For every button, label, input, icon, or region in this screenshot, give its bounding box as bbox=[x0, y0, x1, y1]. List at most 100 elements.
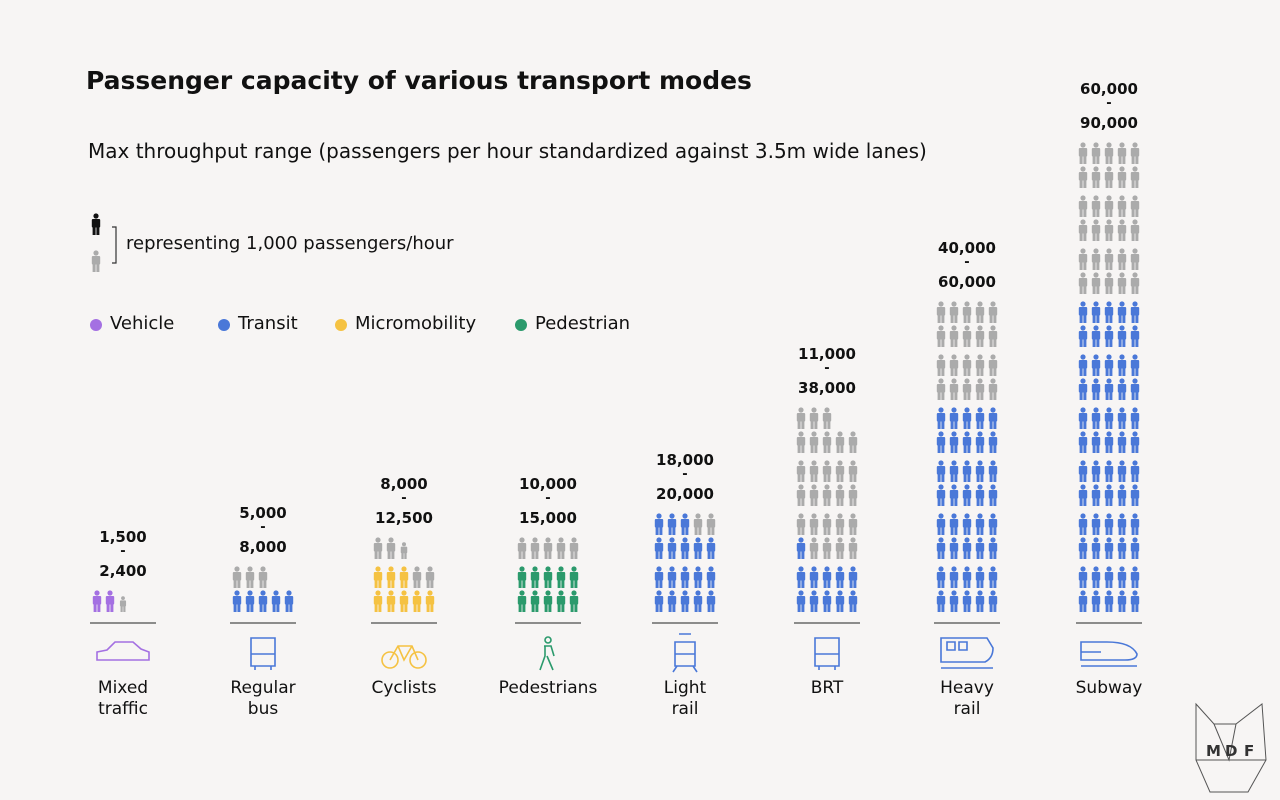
icon-leg bbox=[1105, 445, 1109, 453]
icon-leg bbox=[259, 580, 263, 588]
icon-head bbox=[1132, 407, 1138, 413]
icon-body bbox=[1091, 307, 1101, 316]
icon-leg bbox=[814, 604, 818, 612]
mode-icon bbox=[96, 641, 150, 661]
person-icon bbox=[848, 590, 858, 612]
icon-leg bbox=[950, 498, 954, 506]
icon-leg bbox=[810, 551, 814, 559]
icon-body bbox=[1091, 360, 1101, 369]
icon-body bbox=[809, 519, 819, 528]
icon-leg bbox=[1092, 580, 1096, 588]
legend-label: Transit bbox=[238, 313, 298, 334]
icon-head bbox=[1132, 219, 1138, 225]
icon-leg bbox=[976, 392, 980, 400]
icon-head bbox=[94, 590, 100, 596]
icon-body bbox=[988, 572, 998, 581]
category-label: Regular bus bbox=[230, 678, 296, 719]
icon-head bbox=[1106, 248, 1112, 254]
range-low: 60,000 bbox=[1080, 80, 1138, 98]
icon-leg bbox=[967, 445, 971, 453]
icon-leg bbox=[1109, 474, 1113, 482]
icon-leg bbox=[950, 339, 954, 347]
icon-body bbox=[1078, 278, 1088, 287]
range-separator: - bbox=[260, 520, 266, 535]
icon-leg bbox=[1092, 156, 1096, 164]
icon-body bbox=[1117, 172, 1127, 181]
person-icon bbox=[654, 590, 664, 612]
icon-body bbox=[1078, 331, 1088, 340]
icon-leg bbox=[1109, 551, 1113, 559]
icon-head bbox=[938, 590, 944, 596]
icon-leg bbox=[814, 445, 818, 453]
icon-leg bbox=[853, 445, 857, 453]
icon-body bbox=[835, 543, 845, 552]
person-icon bbox=[706, 590, 716, 612]
icon-body bbox=[1104, 225, 1114, 234]
icon-leg bbox=[941, 392, 945, 400]
person-icon bbox=[1130, 248, 1140, 270]
icon-leg bbox=[967, 498, 971, 506]
icon-leg bbox=[1096, 368, 1100, 376]
person-icon bbox=[1078, 301, 1088, 323]
icon-body bbox=[975, 543, 985, 552]
person-icon bbox=[988, 407, 998, 429]
icon-leg bbox=[1092, 233, 1096, 241]
icon-leg bbox=[993, 498, 997, 506]
icon-head bbox=[1080, 166, 1086, 172]
icon-body bbox=[1130, 331, 1140, 340]
person-icon bbox=[654, 513, 664, 535]
person-icon bbox=[822, 484, 832, 506]
icon-leg bbox=[672, 604, 676, 612]
icon-body bbox=[1078, 360, 1088, 369]
icon-leg bbox=[694, 604, 698, 612]
person-icon bbox=[975, 460, 985, 482]
icon-leg bbox=[801, 474, 805, 482]
person-icon bbox=[1091, 537, 1101, 559]
icon-head bbox=[811, 513, 817, 519]
icon-leg bbox=[544, 604, 548, 612]
icon-leg bbox=[685, 604, 689, 612]
icon-leg bbox=[711, 551, 715, 559]
icon-body bbox=[936, 543, 946, 552]
person-icon bbox=[92, 590, 102, 612]
icon-head bbox=[938, 325, 944, 331]
icon-head bbox=[837, 566, 843, 572]
icon-head bbox=[247, 566, 253, 572]
icon-leg bbox=[561, 580, 565, 588]
person-icon bbox=[1104, 590, 1114, 612]
icon-leg bbox=[1131, 368, 1135, 376]
icon-body bbox=[1091, 225, 1101, 234]
icon-leg bbox=[1096, 421, 1100, 429]
icon-leg bbox=[570, 604, 574, 612]
icon-head bbox=[93, 250, 99, 256]
icon-leg bbox=[1118, 156, 1122, 164]
icon-head bbox=[850, 484, 856, 490]
icon-body bbox=[835, 466, 845, 475]
icon-leg bbox=[801, 604, 805, 612]
icon-head bbox=[850, 513, 856, 519]
icon-body bbox=[949, 543, 959, 552]
icon-leg bbox=[544, 580, 548, 588]
person-icon bbox=[1117, 460, 1127, 482]
extra-icons bbox=[1078, 142, 1140, 294]
person-icon bbox=[962, 590, 972, 612]
icon-leg bbox=[681, 551, 685, 559]
icon-leg bbox=[950, 580, 954, 588]
icon-leg bbox=[518, 604, 522, 612]
icon-head bbox=[669, 590, 675, 596]
person-icon bbox=[258, 590, 268, 612]
icon-body bbox=[988, 519, 998, 528]
icon-leg bbox=[1135, 474, 1139, 482]
icon-body bbox=[936, 490, 946, 499]
base-icons bbox=[92, 590, 115, 612]
person-icon bbox=[530, 537, 540, 559]
icon-head bbox=[1106, 460, 1112, 466]
mode-icon bbox=[814, 637, 840, 670]
icon-leg bbox=[967, 604, 971, 612]
icon-head bbox=[1132, 354, 1138, 360]
base-icons bbox=[1078, 301, 1140, 612]
person-icon bbox=[91, 250, 101, 272]
icon-body bbox=[1117, 413, 1127, 422]
icon-leg bbox=[1118, 286, 1122, 294]
icon-head bbox=[990, 325, 996, 331]
